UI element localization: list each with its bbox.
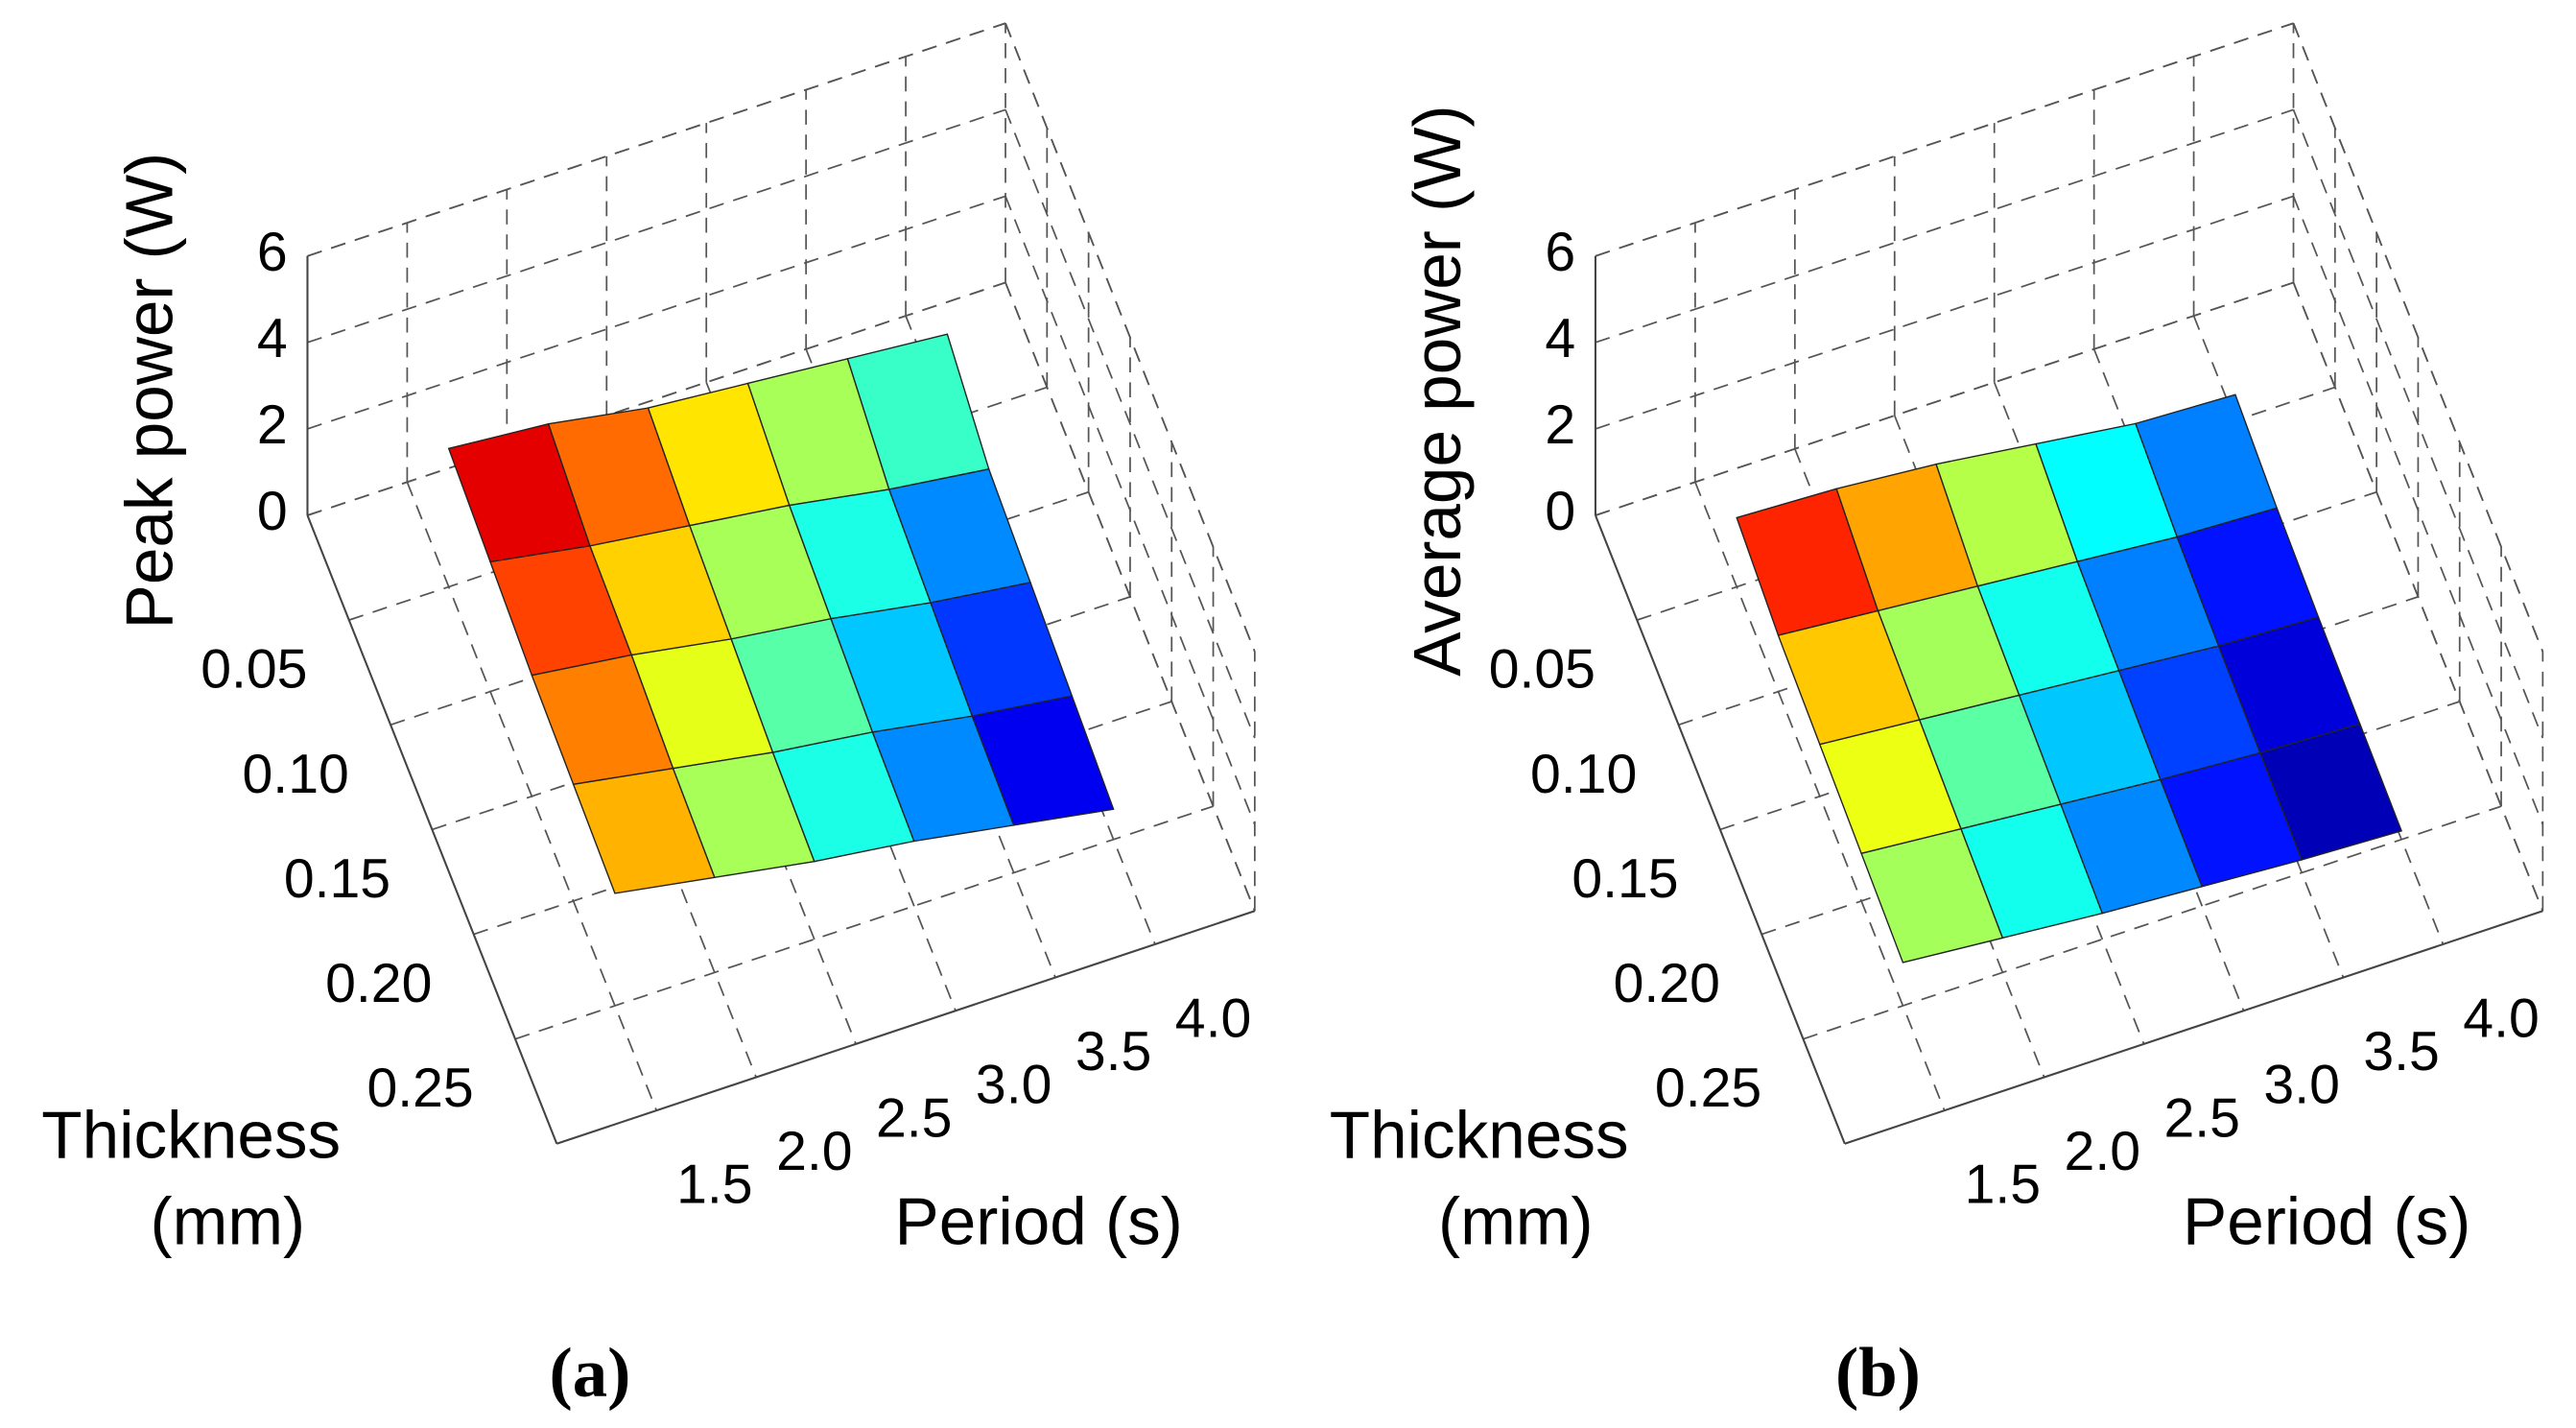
y-axis-label: (mm) (1438, 1184, 1594, 1259)
grid-line (514, 805, 1214, 1040)
grid-line (1595, 108, 2294, 344)
x-tick-label: 3.0 (2263, 1055, 2339, 1116)
box-line (1004, 22, 1256, 653)
y-axis-label: Thickness (41, 1098, 341, 1173)
x-tick-label: 2.0 (776, 1121, 852, 1182)
y-tick-label: 0.10 (1530, 744, 1637, 805)
z-tick-label: 0 (1545, 481, 1575, 542)
y-tick-label: 0.25 (1655, 1058, 1761, 1119)
box-line (2292, 282, 2544, 912)
x-tick-label: 2.5 (2164, 1087, 2240, 1149)
x-tick-label: 2.0 (2065, 1121, 2140, 1182)
x-tick-label: 4.0 (2463, 988, 2539, 1049)
x-tick-label: 2.5 (876, 1087, 952, 1149)
z-tick-label: 2 (257, 394, 288, 456)
z-tick-label: 4 (257, 308, 288, 369)
x-axis (1844, 910, 2543, 1145)
grid-line (2292, 109, 2544, 739)
y-tick-label: 0.15 (284, 848, 390, 910)
x-axis (555, 910, 1256, 1145)
caption: (b) (1835, 1333, 1921, 1411)
x-axis-label: Period (s) (895, 1184, 1183, 1259)
box-line (1595, 22, 2294, 257)
z-tick-label: 6 (257, 222, 288, 283)
z-tick-label: 4 (1545, 308, 1575, 369)
y-tick-label: 0.05 (201, 639, 307, 701)
y-axis-label: (mm) (151, 1184, 306, 1259)
y-tick-label: 0.20 (325, 953, 432, 1014)
surface-patch (971, 695, 1115, 826)
z-tick-label: 6 (1545, 222, 1575, 283)
y-axis-label: Thickness (1330, 1098, 1629, 1173)
y-tick-label: 0.15 (1572, 848, 1678, 910)
z-tick-label: 0 (257, 481, 288, 542)
y-tick-label: 0.10 (243, 744, 349, 805)
box-line (1004, 282, 1256, 912)
x-axis-label: Period (s) (2183, 1184, 2470, 1259)
box-line (307, 22, 1006, 257)
grid-line (307, 195, 1006, 430)
y-axis (306, 514, 558, 1145)
box-line (2292, 22, 2544, 653)
x-tick-label: 1.5 (676, 1154, 752, 1216)
y-tick-label: 0.20 (1614, 953, 1720, 1014)
grid-line (1004, 109, 1256, 739)
x-tick-label: 3.5 (2363, 1021, 2439, 1083)
box-line (307, 281, 1006, 516)
box-line (1595, 281, 2294, 516)
x-tick-label: 3.0 (976, 1055, 1052, 1116)
z-tick-label: 2 (1545, 394, 1575, 456)
caption: (a) (550, 1333, 631, 1411)
grid-line (1803, 805, 2502, 1040)
z-axis-label: Average power (W) (1400, 105, 1475, 676)
x-tick-label: 1.5 (1965, 1154, 2041, 1216)
x-tick-label: 4.0 (1175, 988, 1251, 1049)
y-axis (1594, 514, 1846, 1145)
z-axis-label: Peak power (W) (111, 153, 186, 630)
grid-line (307, 108, 1006, 344)
y-tick-label: 0.25 (366, 1058, 473, 1119)
surface-patch (2258, 723, 2403, 861)
x-tick-label: 3.5 (1075, 1021, 1151, 1083)
y-tick-label: 0.05 (1489, 639, 1595, 701)
grid-line (1595, 195, 2294, 430)
